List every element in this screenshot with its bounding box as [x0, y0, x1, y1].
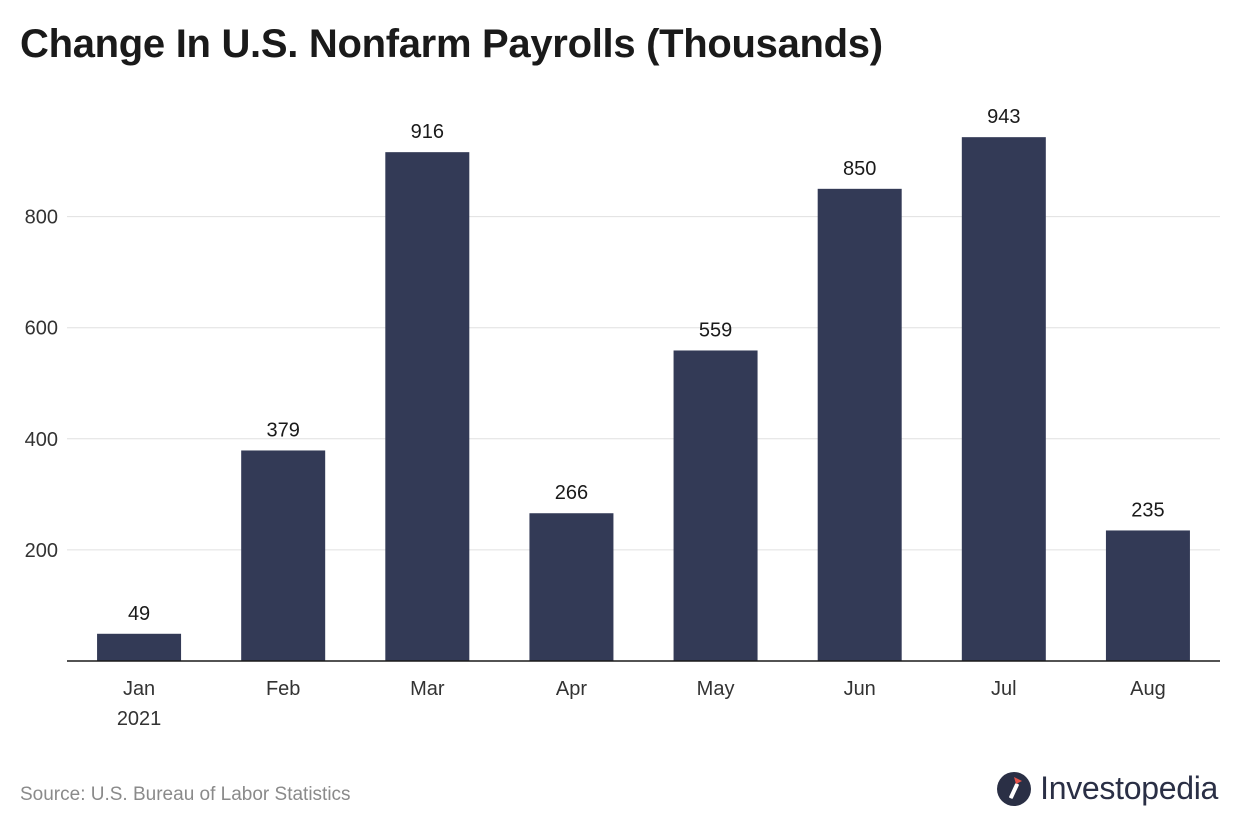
x-tick-label: Apr: [556, 678, 587, 700]
chart-title: Change In U.S. Nonfarm Payrolls (Thousan…: [20, 22, 883, 66]
bar-mar: [385, 152, 470, 662]
x-axis-ticks: Jan 2021 Feb Mar Apr May Jun Jul Aug: [117, 678, 1166, 730]
x-tick-label: Jul: [991, 678, 1017, 700]
y-tick-label: 200: [25, 540, 58, 562]
bar-jun: [817, 188, 902, 661]
data-label: 235: [1131, 499, 1164, 521]
x-tick-label: Jan: [123, 678, 155, 700]
data-label: 266: [555, 482, 588, 504]
bar-jan: [97, 633, 182, 661]
bar-may: [673, 350, 758, 661]
data-label: 943: [987, 106, 1020, 128]
brand-name: Investopedia: [1040, 770, 1218, 806]
data-label: 49: [128, 603, 150, 625]
x-tick-label: Aug: [1130, 678, 1166, 700]
bar-apr: [529, 513, 614, 661]
x-tick-sublabel: 2021: [117, 708, 162, 730]
gridlines: [67, 216, 1220, 551]
x-tick-label: Mar: [410, 678, 445, 700]
investopedia-logo-icon: [997, 771, 1032, 806]
brand-logo: Investopedia: [996, 770, 1218, 807]
bar-feb: [241, 450, 326, 661]
source-note: Source: U.S. Bureau of Labor Statistics: [20, 784, 351, 805]
data-label: 379: [267, 419, 300, 441]
y-tick-label: 800: [25, 207, 58, 229]
x-tick-label: Jun: [844, 678, 876, 700]
data-labels: 49 379 916 266 559 850 943 235: [128, 106, 1165, 625]
data-label: 916: [411, 121, 444, 143]
data-label: 850: [843, 158, 876, 180]
x-tick-label: Feb: [266, 678, 300, 700]
bars: [97, 137, 1190, 662]
y-tick-label: 600: [25, 318, 58, 340]
x-tick-label: May: [697, 678, 735, 700]
bar-aug: [1105, 530, 1190, 661]
bar-jul: [961, 137, 1046, 661]
data-label: 559: [699, 319, 732, 341]
bar-chart: 200 400 600 800 49 379 916 266 559 850 943 235 Jan…: [25, 106, 1220, 730]
y-tick-label: 400: [25, 429, 58, 451]
y-axis-ticks: 200 400 600 800: [25, 207, 58, 562]
